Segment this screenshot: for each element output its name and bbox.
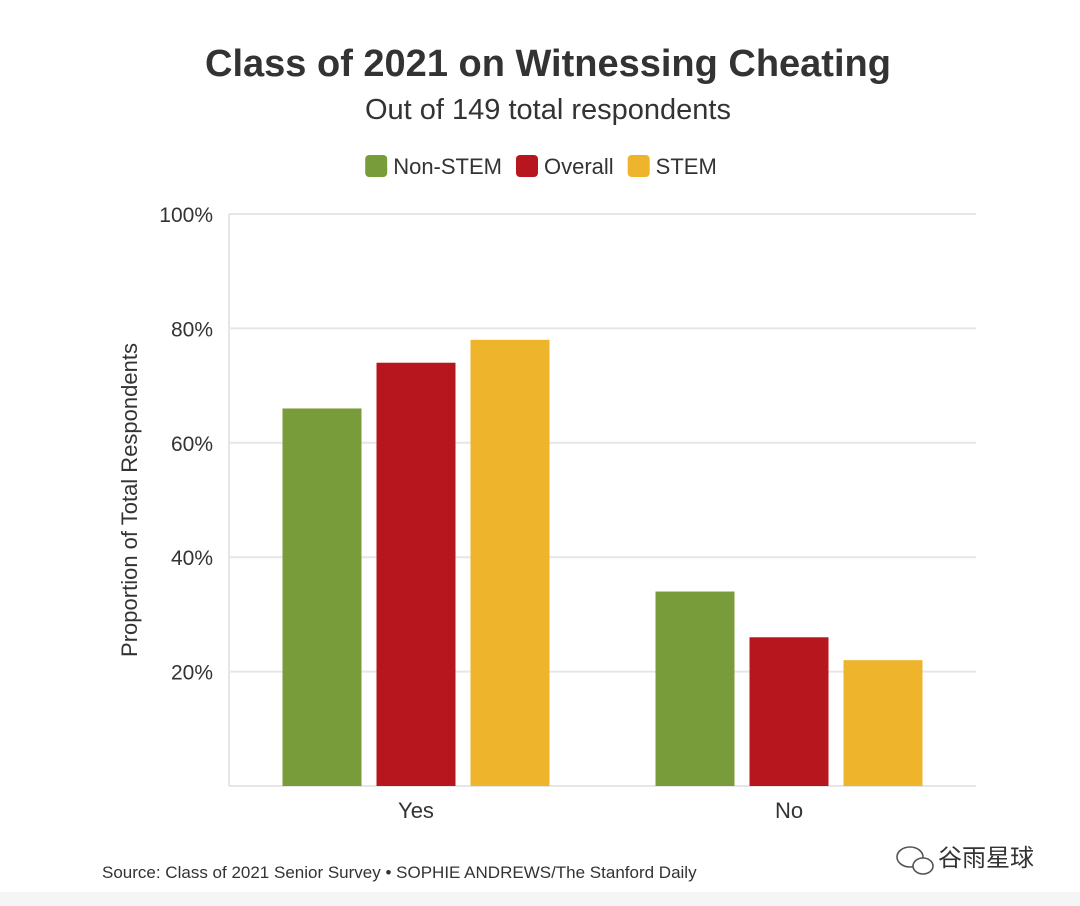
legend-item: STEM xyxy=(627,154,717,179)
x-category-label: Yes xyxy=(398,798,434,823)
y-tick-label: 100% xyxy=(159,204,213,227)
bar-overall-no xyxy=(749,637,829,786)
bar-stem-no xyxy=(843,660,923,786)
legend-swatch xyxy=(627,155,650,177)
legend-label: Overall xyxy=(544,154,614,179)
x-category-label: No xyxy=(775,798,803,823)
bar-overall-yes xyxy=(376,362,456,786)
x-axis-labels: Yes No xyxy=(398,798,803,823)
chart-title: Class of 2021 on Witnessing Cheating xyxy=(205,43,891,85)
bar-non-stem-no xyxy=(655,591,735,786)
bars xyxy=(282,339,923,786)
legend-item: Overall xyxy=(515,154,614,179)
y-tick-label: 20% xyxy=(171,662,213,685)
legend-item: Non-STEM xyxy=(365,154,502,179)
legend-label: STEM xyxy=(656,154,717,179)
y-axis-ticks: 20% 40% 60% 80% 100% xyxy=(159,204,213,685)
legend-swatch xyxy=(365,155,388,177)
y-axis-title: Proportion of Total Respondents xyxy=(117,343,142,657)
y-tick-label: 60% xyxy=(171,433,213,456)
chart-subtitle: Out of 149 total respondents xyxy=(365,94,731,126)
y-tick-label: 80% xyxy=(171,318,213,341)
bar-stem-yes xyxy=(470,339,550,786)
watermark: 谷雨星球 xyxy=(896,844,1034,875)
legend-swatch xyxy=(515,155,538,177)
watermark-text: 谷雨星球 xyxy=(938,844,1034,872)
bottom-strip xyxy=(0,892,1080,906)
source-credit: Source: Class of 2021 Senior Survey • SO… xyxy=(102,863,697,882)
bar-non-stem-yes xyxy=(282,408,362,786)
legend-label: Non-STEM xyxy=(393,154,502,179)
y-tick-label: 40% xyxy=(171,547,213,570)
legend: Non-STEM Overall STEM xyxy=(365,154,717,179)
wechat-icon xyxy=(896,846,934,875)
